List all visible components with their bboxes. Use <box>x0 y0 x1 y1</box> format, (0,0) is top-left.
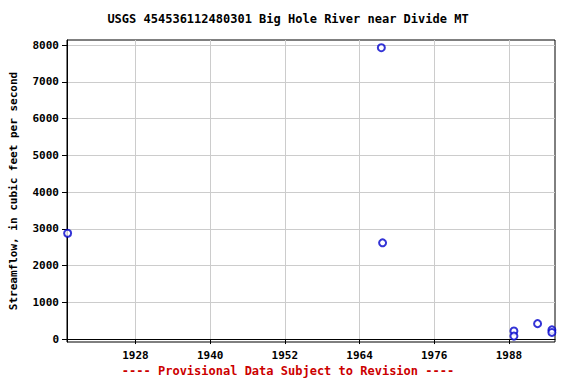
svg-text:4000: 4000 <box>33 186 60 199</box>
svg-text:---- Provisional Data Subject: ---- Provisional Data Subject to Revisio… <box>122 364 454 378</box>
svg-text:1976: 1976 <box>421 349 448 362</box>
svg-text:7000: 7000 <box>33 75 60 88</box>
svg-text:1964: 1964 <box>346 349 373 362</box>
svg-text:6000: 6000 <box>33 112 60 125</box>
svg-text:Streamflow, in cubic feet per: Streamflow, in cubic feet per second <box>7 72 20 310</box>
svg-text:2000: 2000 <box>33 259 60 272</box>
svg-text:1952: 1952 <box>272 349 299 362</box>
svg-text:USGS 454536112480301 Big Hole: USGS 454536112480301 Big Hole River near… <box>107 12 468 26</box>
svg-text:1928: 1928 <box>122 349 149 362</box>
svg-text:1000: 1000 <box>33 296 60 309</box>
svg-text:5000: 5000 <box>33 149 60 162</box>
svg-text:3000: 3000 <box>33 222 60 235</box>
svg-text:1940: 1940 <box>197 349 224 362</box>
svg-text:0: 0 <box>52 333 59 346</box>
svg-text:1988: 1988 <box>496 349 523 362</box>
svg-text:8000: 8000 <box>33 39 60 52</box>
